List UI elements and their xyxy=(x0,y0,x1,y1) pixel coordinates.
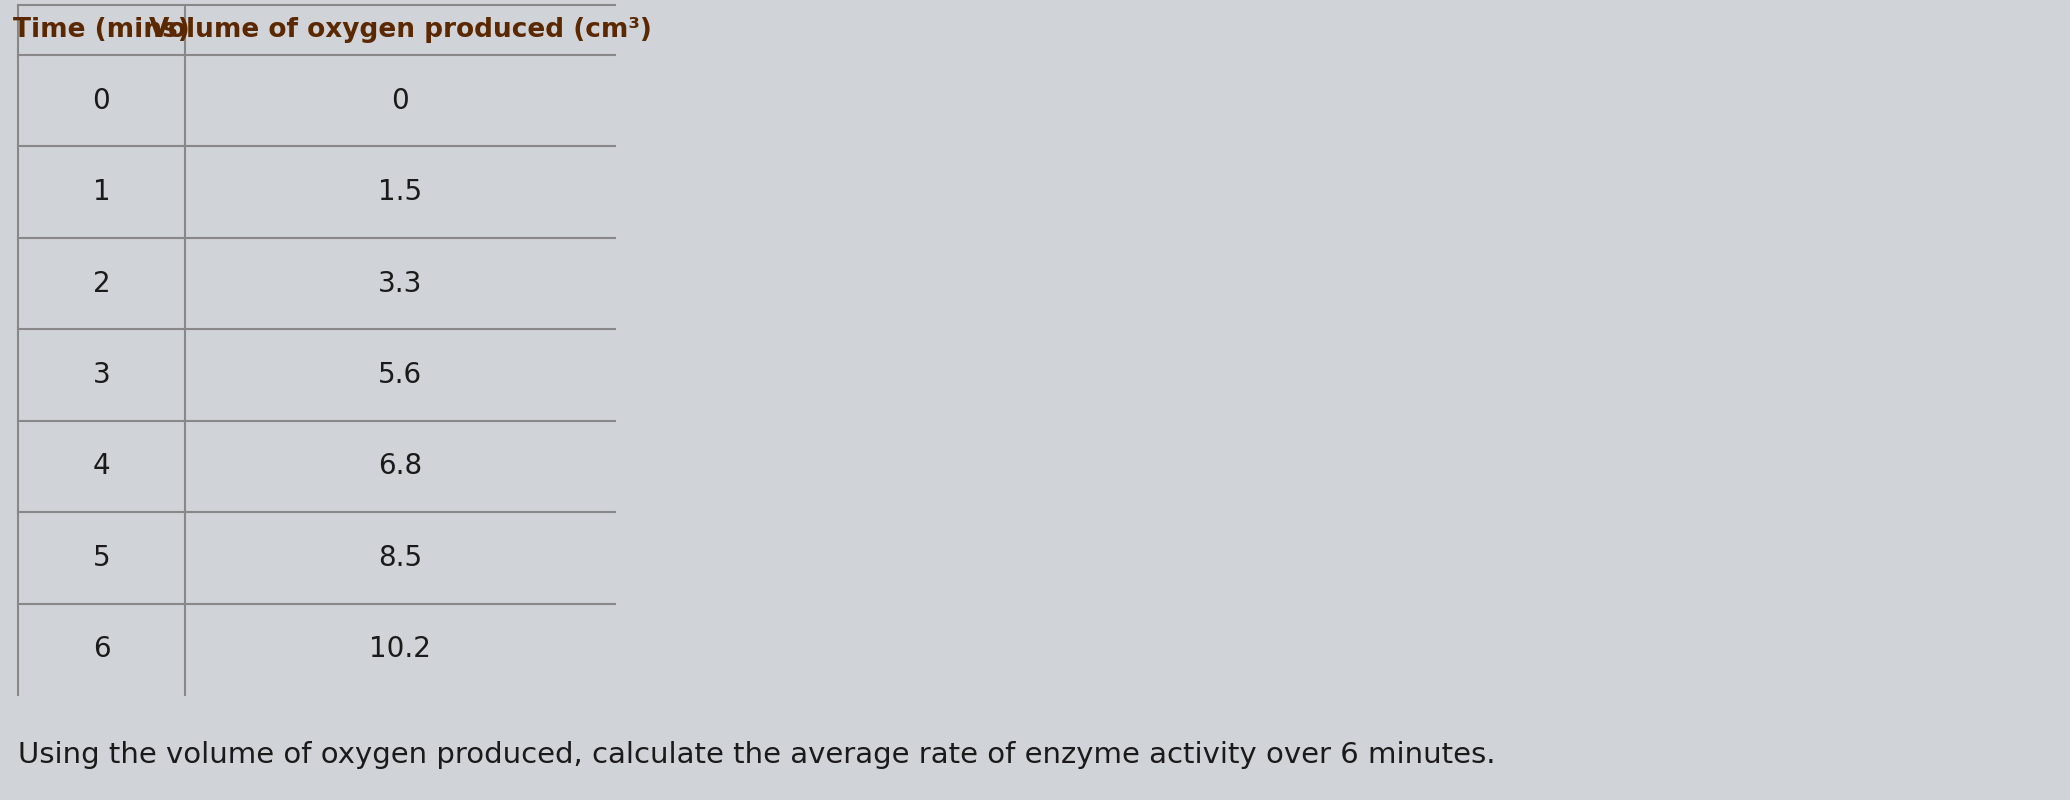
Text: 3.3: 3.3 xyxy=(379,270,422,298)
Text: 8.5: 8.5 xyxy=(379,544,422,572)
Text: 6: 6 xyxy=(93,635,110,663)
Text: 4: 4 xyxy=(93,453,110,481)
Text: Time (mins): Time (mins) xyxy=(12,17,190,43)
Text: Volume of oxygen produced (cm³): Volume of oxygen produced (cm³) xyxy=(149,17,652,43)
Text: 5.6: 5.6 xyxy=(379,361,422,389)
Text: 1.5: 1.5 xyxy=(379,178,422,206)
Text: 6.8: 6.8 xyxy=(379,453,422,481)
Text: 3: 3 xyxy=(93,361,110,389)
Text: Using the volume of oxygen produced, calculate the average rate of enzyme activi: Using the volume of oxygen produced, cal… xyxy=(19,741,1495,769)
Text: 0: 0 xyxy=(93,86,110,114)
Text: 10.2: 10.2 xyxy=(368,635,431,663)
Text: 1: 1 xyxy=(93,178,110,206)
Text: 5: 5 xyxy=(93,544,110,572)
Text: 2: 2 xyxy=(93,270,110,298)
Text: 0: 0 xyxy=(391,86,410,114)
